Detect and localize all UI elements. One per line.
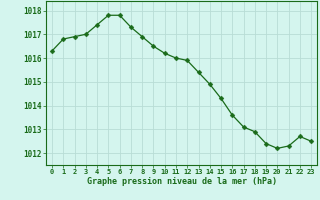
X-axis label: Graphe pression niveau de la mer (hPa): Graphe pression niveau de la mer (hPa) [87, 177, 276, 186]
